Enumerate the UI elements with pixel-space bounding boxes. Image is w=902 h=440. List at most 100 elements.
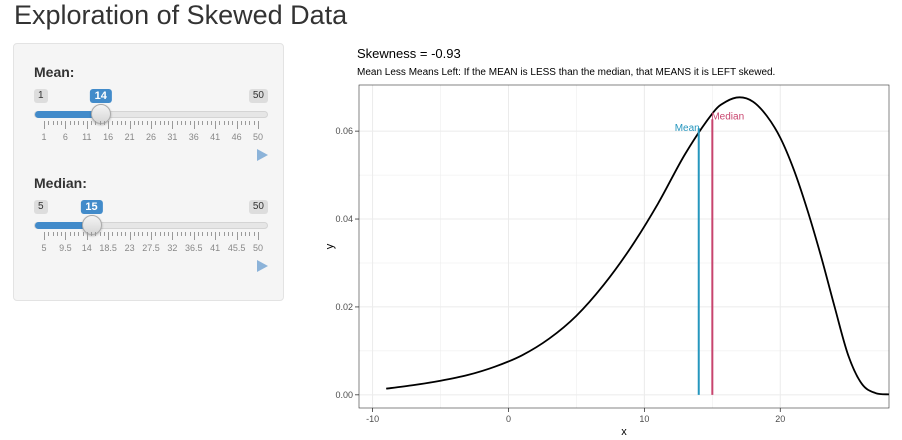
y-axis-tick-label: 0.06 — [335, 126, 353, 136]
plot-panel-background — [359, 85, 889, 408]
slider-minor-tick — [253, 232, 255, 236]
slider-minor-tick — [249, 121, 251, 125]
slider-minor-tick — [228, 121, 230, 125]
slider-minor-tick — [228, 232, 230, 236]
slider-major-tick — [151, 232, 152, 240]
y-axis-tick-label: 0.02 — [335, 302, 353, 312]
slider-tick-label: 41 — [210, 243, 221, 253]
slider-major-tick — [215, 232, 217, 240]
plot-grid — [359, 85, 889, 408]
slider-minor-tick — [61, 232, 63, 236]
slider-minor-tick — [185, 121, 187, 125]
plot-axes: -10 0 10 20 0.00 0.02 0.04 0.06 x y — [324, 126, 785, 438]
mean-slider-fill — [35, 111, 102, 118]
density-curve — [386, 96, 890, 396]
slider-minor-tick — [52, 121, 54, 125]
slider-minor-tick — [223, 121, 225, 125]
slider-minor-tick — [69, 121, 71, 125]
slider-major-tick — [86, 121, 88, 129]
slider-tick-label: 23 — [124, 243, 135, 253]
x-axis-tick-label: 0 — [506, 414, 511, 424]
slider-major-tick — [258, 121, 259, 129]
slider-tick-label: 14 — [81, 243, 92, 253]
median-slider-tick-labels: 5 9.5 14 18.5 23 27.5 32 36.5 41 45.5 50 — [41, 243, 263, 255]
mean-slider-tick-labels: 1 6 11 16 21 26 31 36 41 46 50 — [41, 132, 263, 144]
x-axis-tick-label: 20 — [775, 414, 785, 424]
slider-major-tick — [129, 232, 131, 240]
slider-minor-tick — [240, 232, 242, 236]
slider-tick-label: 16 — [103, 132, 114, 142]
x-axis-title: x — [621, 426, 627, 438]
slider-major-tick — [44, 121, 45, 129]
median-value-badge: 15 — [80, 200, 103, 214]
slider-tick-label: 5 — [41, 243, 47, 253]
median-label: Median — [711, 111, 744, 122]
slider-minor-tick — [163, 121, 165, 125]
slider-tick-label: 6 — [62, 132, 68, 142]
slider-minor-tick — [202, 121, 204, 125]
slider-minor-tick — [210, 121, 212, 125]
slider-minor-tick — [91, 232, 93, 236]
slider-minor-tick — [232, 121, 234, 125]
slider-tick-label: 36 — [188, 132, 199, 142]
slider-major-tick — [151, 121, 152, 129]
slider-major-tick — [193, 232, 195, 240]
slider-minor-tick — [56, 232, 58, 236]
slider-tick-label: 27.5 — [142, 243, 160, 253]
median-slider-fill — [35, 222, 93, 229]
slider-minor-tick — [163, 232, 165, 236]
plot-subtitle: Mean Less Means Left: If the MEAN is LES… — [357, 67, 776, 78]
slider-minor-tick — [142, 121, 144, 125]
slider-minor-tick — [189, 121, 191, 125]
mean-play-icon[interactable] — [257, 149, 268, 161]
slider-minor-tick — [48, 232, 50, 236]
x-axis-tick-label: 10 — [639, 414, 649, 424]
slider-tick-label: 31 — [167, 132, 178, 142]
plot-marks: Mean Median — [386, 96, 890, 396]
slider-minor-tick — [95, 232, 97, 236]
median-play-icon[interactable] — [257, 260, 268, 272]
mean-label: Mean: — [34, 64, 75, 80]
slider-major-tick — [172, 121, 174, 129]
median-max-badge: 50 — [248, 200, 268, 214]
page-title: Exploration of Skewed Data — [14, 0, 348, 30]
slider-tick-label: 21 — [124, 132, 135, 142]
slider-minor-tick — [180, 232, 182, 236]
slider-tick-label: 36.5 — [185, 243, 203, 253]
slider-tick-label: 32 — [167, 243, 178, 253]
slider-tick-label: 18.5 — [99, 243, 117, 253]
slider-minor-tick — [82, 232, 84, 236]
slider-minor-tick — [146, 121, 148, 125]
slider-major-tick — [65, 232, 67, 240]
mean-slider-handle[interactable] — [90, 104, 111, 124]
slider-minor-tick — [146, 232, 148, 236]
slider-minor-tick — [176, 232, 178, 236]
slider-major-tick — [193, 121, 195, 129]
slider-tick-label: 1 — [41, 132, 47, 142]
slider-minor-tick — [159, 232, 161, 236]
median-slider-control: Median: 5 50 15 5 9.5 14 18.5 23 27.5 32 36.5 41… — [34, 175, 268, 285]
slider-minor-tick — [185, 232, 187, 236]
median-min-badge: 5 — [34, 200, 48, 214]
slider-minor-tick — [155, 232, 157, 236]
slider-minor-tick — [210, 232, 212, 236]
slider-tick-label: 11 — [82, 132, 92, 142]
slider-minor-tick — [95, 121, 97, 125]
slider-minor-tick — [189, 232, 191, 236]
slider-minor-tick — [202, 232, 204, 236]
slider-minor-tick — [142, 232, 144, 236]
plot-panel-border — [358, 84, 890, 409]
slider-major-tick — [236, 232, 238, 240]
slider-minor-tick — [69, 232, 71, 236]
slider-minor-tick — [138, 121, 140, 125]
slider-minor-tick — [249, 232, 251, 236]
median-slider-track[interactable] — [34, 222, 268, 229]
mean-slider-ticks — [44, 121, 259, 129]
sidebar-panel: Mean: 1 50 14 1 6 11 16 21 26 31 36 41 46 50 Media… — [13, 43, 284, 301]
slider-minor-tick — [198, 121, 200, 125]
slider-minor-tick — [155, 121, 157, 125]
slider-minor-tick — [112, 121, 114, 125]
slider-minor-tick — [180, 121, 182, 125]
mean-slider-track[interactable] — [34, 111, 268, 118]
slider-minor-tick — [159, 121, 161, 125]
